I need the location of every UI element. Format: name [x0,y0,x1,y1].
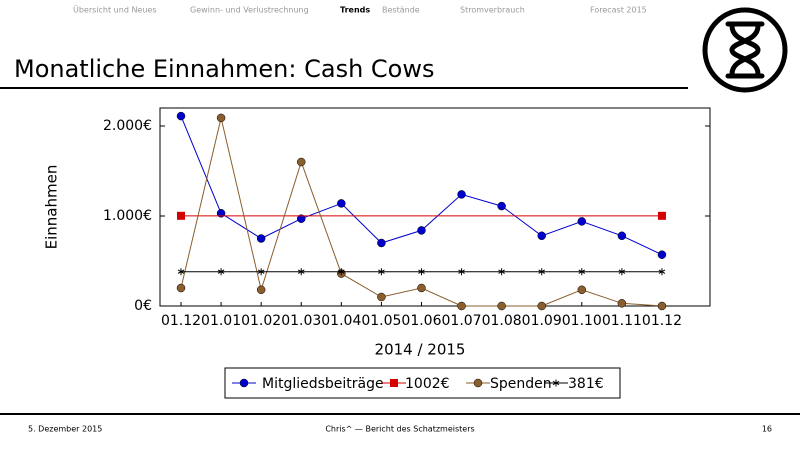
point [417,226,426,235]
series [176,113,667,311]
nav-item: Bestände [382,6,420,15]
point [296,157,306,167]
x-tick-label: 01.09 [522,313,562,329]
point [617,231,627,241]
point [657,301,667,311]
point [657,211,666,220]
point [377,292,386,302]
series [177,211,666,220]
x-tick-label: 01.08 [482,313,522,329]
series [176,111,667,259]
point [239,378,249,388]
x-tick-label: 01.07 [442,313,482,329]
point [257,268,265,276]
x-tick-label: 01.04 [321,313,361,329]
point [390,379,398,387]
navigation: Übersicht und Neues Gewinn- und Verlustre… [73,5,647,15]
y-tick-label: 2.000€ [103,118,152,134]
nav-item: Stromverbrauch [460,6,525,15]
point [256,285,266,295]
point [497,301,506,311]
point [256,234,266,243]
nav-item: Gewinn- und Verlustrechnung [190,6,309,15]
legend-label: Mitgliedsbeiträge [262,376,384,392]
point [418,268,425,276]
x-tick-label: 01.06 [401,313,441,329]
point [176,283,186,293]
point [498,268,505,276]
point [552,379,560,387]
logo [702,7,788,93]
point [177,268,185,276]
nav-item: Übersicht und Neues [73,5,157,15]
y-axis-label: Einnahmen [43,165,61,250]
legend-label: 1002€ [405,376,450,392]
slide-title: Monatliche Einnahmen: Cash Cows [14,55,434,83]
plot-frame [159,107,711,307]
point [337,199,346,208]
y-tick-label: 1.000€ [103,208,152,224]
point [338,268,345,276]
footer-page: 16 [762,425,772,434]
series [177,268,666,276]
point [577,217,587,226]
x-axis-label: 2014 / 2015 [375,341,466,359]
x-tick-label: 01.12 [161,313,201,329]
point [216,113,226,123]
point [378,268,385,276]
footer-center: Chris^ — Bericht des Schatzmeisters [325,425,474,434]
point [537,231,546,241]
point [657,250,667,259]
x-tick-label: 01.10 [562,313,602,329]
point [217,268,225,276]
point [658,268,666,276]
point [177,211,185,220]
x-tick-label: 01.05 [361,313,401,329]
x-tick-label: 01.03 [281,313,321,329]
point [457,301,466,311]
nav-item: Forecast 2015 [590,6,647,15]
y-tick-label: 0€ [134,298,152,314]
point [457,190,466,199]
point [216,209,226,218]
point [458,268,465,276]
point [497,201,506,211]
point [618,268,626,276]
point [297,268,305,276]
x-tick-label: 01.02 [241,313,281,329]
x-tick-label: 01.11 [602,313,642,329]
point [577,285,587,295]
point [538,268,546,276]
footer-date: 5. Dezember 2015 [28,425,102,434]
x-tick-label: 01.01 [201,313,241,329]
point [578,268,586,276]
legend-label: 381€ [568,376,604,392]
point [377,238,386,248]
series-line [180,117,662,307]
x-tick-label: 01.12 [642,313,682,329]
point [296,214,306,223]
point [473,378,483,388]
point [617,299,627,308]
point [176,111,186,121]
legend-label: Spenden [490,376,552,392]
point [537,301,546,311]
nav-item: Trends [340,6,370,15]
point [417,283,426,293]
